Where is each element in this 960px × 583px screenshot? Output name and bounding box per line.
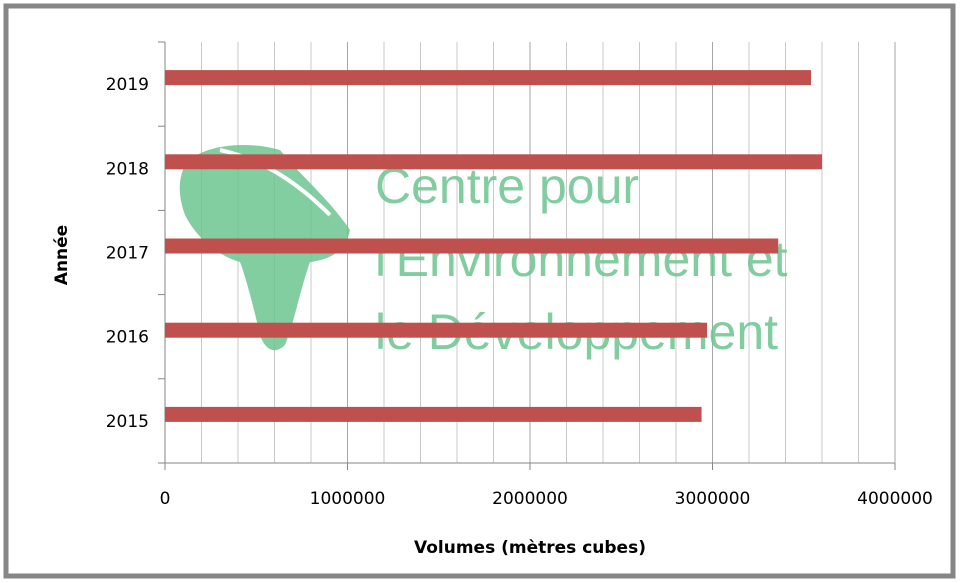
x-axis-label: Volumes (mètres cubes) [414, 538, 646, 558]
x-tick-label: 1000000 [310, 489, 386, 509]
y-tick-label: 2015 [106, 412, 149, 432]
y-tick-label: 2017 [106, 244, 149, 264]
x-tick-label: 0 [160, 489, 171, 509]
x-tick-label: 3000000 [675, 489, 751, 509]
bar [165, 406, 702, 422]
logo-arc [219, 148, 332, 217]
y-axis-label: Année [52, 225, 72, 285]
x-tick-label: 2000000 [492, 489, 568, 509]
y-tick-label: 2018 [106, 159, 149, 179]
y-tick-label: 2016 [106, 328, 149, 348]
bar [165, 238, 779, 254]
bar [165, 154, 822, 170]
x-tick-label: 4000000 [857, 489, 933, 509]
bar [165, 322, 708, 338]
frame [3, 3, 956, 579]
bar [165, 70, 812, 86]
y-tick-label: 2019 [106, 75, 149, 95]
